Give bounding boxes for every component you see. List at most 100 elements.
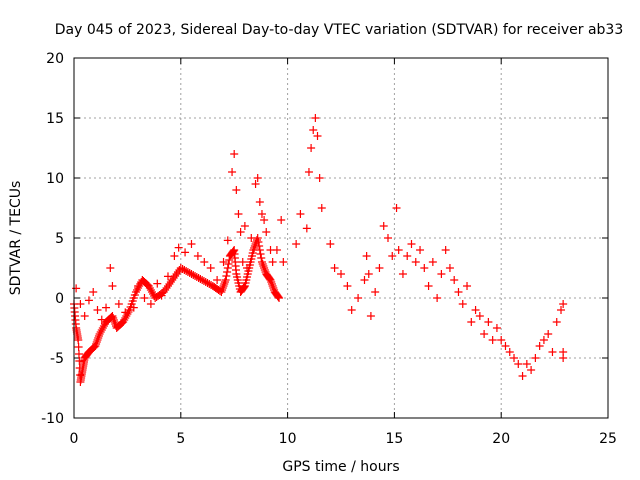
data-point	[450, 276, 459, 284]
data-point	[269, 284, 278, 292]
data-point	[193, 252, 202, 260]
data-point	[250, 244, 259, 252]
data-point	[222, 272, 231, 280]
x-axis-title: GPS time / hours	[282, 459, 399, 475]
data-point	[257, 210, 266, 218]
data-point	[114, 300, 123, 308]
data-point	[198, 276, 207, 284]
data-point	[253, 174, 262, 182]
data-point	[94, 332, 103, 340]
data-point	[192, 273, 201, 281]
data-point	[76, 300, 85, 308]
data-point	[206, 264, 215, 272]
plot-frame	[73, 57, 609, 419]
data-point	[163, 272, 172, 281]
data-point	[174, 243, 183, 252]
data-point	[255, 246, 264, 254]
data-point	[146, 300, 155, 308]
data-point	[272, 246, 281, 254]
data-point	[518, 372, 527, 380]
data-point	[178, 265, 187, 273]
data-point	[311, 114, 320, 122]
data-point	[255, 242, 264, 250]
data-point	[259, 262, 268, 270]
data-point	[488, 336, 497, 344]
data-point	[176, 264, 185, 272]
data-point	[277, 216, 286, 224]
data-point	[279, 258, 288, 266]
data-point	[275, 294, 284, 302]
data-point	[183, 268, 192, 276]
data-point	[428, 258, 437, 266]
data-point	[559, 354, 568, 362]
data-point	[258, 260, 267, 268]
data-point	[234, 210, 243, 218]
data-point	[74, 350, 83, 358]
data-point	[219, 282, 228, 290]
data-point	[187, 240, 196, 248]
data-point	[199, 277, 208, 285]
data-point	[514, 360, 523, 368]
data-point	[492, 324, 501, 332]
data-point	[84, 296, 93, 305]
data-point	[557, 306, 566, 314]
y-tick-label: 5	[55, 231, 64, 247]
x-tick-label: 20	[492, 431, 510, 447]
data-point	[260, 266, 269, 274]
data-point	[185, 269, 194, 277]
data-point	[437, 270, 446, 278]
data-point	[388, 252, 397, 260]
data-point	[484, 318, 493, 326]
data-point	[274, 293, 283, 301]
data-point	[347, 306, 356, 314]
data-point	[505, 348, 514, 356]
data-point	[559, 300, 568, 308]
data-point	[191, 272, 200, 280]
data-point	[262, 228, 271, 236]
data-point	[228, 248, 237, 256]
data-point	[458, 300, 467, 308]
data-point	[394, 246, 403, 254]
data-point	[257, 258, 266, 266]
data-point	[420, 264, 429, 272]
data-point	[260, 264, 269, 272]
data-point	[200, 258, 209, 266]
y-tick-label: 20	[46, 51, 64, 67]
data-point	[366, 312, 375, 320]
data-point	[251, 180, 260, 188]
data-point	[134, 282, 143, 290]
data-point	[267, 280, 276, 288]
data-point	[403, 252, 412, 260]
data-point	[254, 238, 263, 246]
data-point	[153, 279, 162, 288]
grid-lines	[74, 58, 608, 418]
data-point	[252, 236, 261, 244]
data-point	[230, 150, 239, 158]
y-tick-label: 0	[55, 291, 64, 307]
data-point	[267, 278, 276, 286]
data-point	[260, 216, 269, 224]
data-point	[475, 312, 484, 320]
data-point	[110, 318, 119, 326]
data-point	[326, 240, 335, 248]
data-point	[317, 204, 326, 212]
data-point	[93, 306, 102, 314]
data-point	[497, 336, 506, 344]
data-point	[313, 132, 322, 140]
data-point	[501, 342, 510, 350]
data-point	[238, 258, 247, 266]
data-point	[232, 186, 241, 194]
y-tick-label: 10	[46, 171, 64, 187]
data-point	[213, 276, 222, 284]
data-point	[445, 264, 454, 272]
data-point	[91, 342, 100, 350]
data-point	[194, 274, 203, 282]
data-point	[218, 284, 227, 292]
data-point	[255, 198, 264, 206]
data-point	[182, 267, 191, 275]
data-point	[266, 276, 275, 284]
data-point	[433, 294, 442, 302]
data-point	[552, 318, 561, 326]
data-point	[170, 252, 179, 260]
